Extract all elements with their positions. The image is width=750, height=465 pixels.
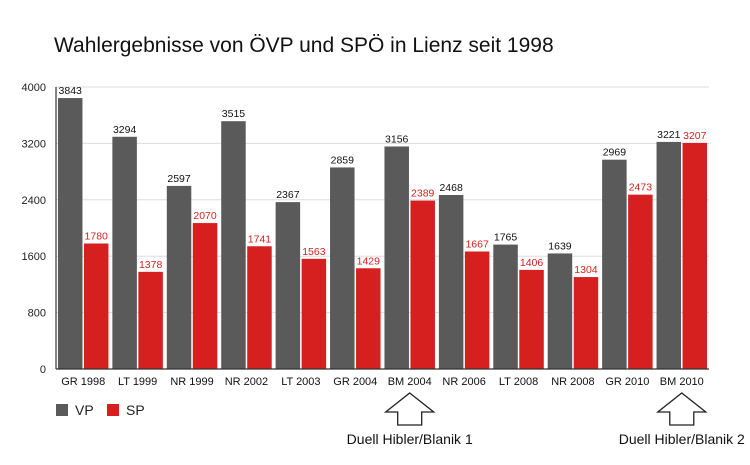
y-tick-label: 2400 [22,195,46,207]
annotation-label: Duell Hibler/Blanik 2 [619,431,745,447]
bar-vp [493,244,518,369]
value-label-sp: 1667 [465,238,489,250]
bar-group: 3843 1780 [57,85,109,370]
bar-group: 2367 1563 [275,189,327,369]
bar-sp [682,142,708,369]
annotation-arrow-icon [383,392,436,426]
bar-sp [138,271,163,369]
bar-sp [247,246,272,369]
annotation-arrow-icon [655,392,708,426]
bar-vp [656,141,682,369]
bar-sp [519,269,544,369]
value-label-vp: 3515 [222,108,246,120]
value-label-vp: 2367 [276,189,300,201]
value-label-sp: 1304 [574,264,598,276]
x-category-label: NR 2002 [225,376,268,388]
bar-sp [83,243,109,369]
bar-sp [301,258,327,369]
x-category-label: GR 2004 [333,376,377,388]
bar-group: 1765 1406 [493,232,544,369]
bar-group: 3156 2389 [384,134,435,369]
y-axis-ticks: 0 800 1600 2400 3200 4000 [22,82,46,376]
x-category-label: BM 2010 [660,376,704,388]
value-label-vp: 2597 [167,173,191,185]
value-label-vp: 2969 [603,147,627,159]
value-label-sp: 2473 [629,182,653,194]
value-label-sp: 2070 [193,210,217,222]
annotations: Duell Hibler/Blanik 1 Duell Hibler/Blanik… [347,392,745,447]
legend: VP SP [56,402,145,418]
value-label-sp: 1378 [139,259,163,271]
bar-sp [628,194,653,369]
legend-label-vp: VP [75,402,94,418]
x-category-label: BM 2004 [388,376,432,388]
x-category-label: LT 2008 [499,376,538,388]
x-category-label: LT 1999 [118,376,157,388]
bar-group: 3294 1378 [112,124,163,369]
x-category-label: GR 1998 [61,376,105,388]
y-tick-label: 800 [28,308,46,320]
bar-vp [166,185,192,369]
x-category-label: GR 2010 [605,376,649,388]
bar-vp [547,253,573,369]
value-label-vp: 3843 [59,85,83,97]
value-label-sp: 1406 [520,257,544,269]
bar-vp [438,195,464,369]
bar-vp [330,167,355,369]
bar-sp [192,223,218,369]
bar-vp [602,159,627,369]
y-tick-label: 4000 [22,82,46,94]
bar-sp [356,268,381,369]
value-label-vp: 2859 [331,154,355,166]
value-label-sp: 1429 [357,255,381,267]
legend-swatch-vp [56,404,68,416]
x-axis-categories: GR 1998 LT 1999 NR 1999 NR 2002 LT 2003 GR 20… [61,376,704,388]
annotation-label: Duell Hibler/Blanik 1 [347,431,473,447]
bar-group: 2597 2070 [166,173,218,369]
bar-group: 2969 2473 [602,147,653,369]
grid-lines [56,86,709,314]
value-label-sp: 1563 [302,246,326,258]
value-label-vp: 1765 [494,232,518,244]
x-category-label: LT 2003 [281,376,320,388]
value-label-vp: 2468 [439,182,463,194]
bar-sp [410,200,435,369]
value-label-sp: 2389 [411,188,435,200]
bar-group: 2468 1667 [438,182,490,369]
y-tick-label: 3200 [22,138,46,150]
bar-vp [384,146,409,369]
bar-group: 3221 3207 [656,129,708,369]
legend-swatch-sp [107,404,119,416]
legend-label-sp: SP [126,402,145,418]
value-label-sp: 1780 [85,231,109,243]
y-tick-label: 1600 [22,251,46,263]
value-label-vp: 3156 [385,134,409,146]
bar-groups: 3843 1780 3294 1378 2597 2070 3515 1741 2367 1563… [57,85,708,370]
bar-group: 2859 1429 [330,154,381,369]
x-category-label: NR 1999 [170,376,213,388]
axes [55,87,709,370]
bar-sp [464,251,490,369]
bar-vp [112,136,137,369]
value-label-sp: 1741 [248,233,272,245]
bar-vp [275,202,301,369]
value-label-vp: 3294 [113,124,137,136]
value-label-vp: 1639 [548,240,572,252]
bar-vp [57,98,83,370]
value-label-sp: 3207 [683,130,707,142]
x-category-label: NR 2006 [442,376,485,388]
x-category-label: NR 2008 [551,376,594,388]
chart-title: Wahlergebnisse von ÖVP und SPÖ in Lienz … [54,34,554,57]
value-label-vp: 3221 [657,129,681,141]
bar-group: 3515 1741 [221,108,272,369]
bar-vp [221,121,246,369]
bar-sp [573,277,599,369]
y-tick-label: 0 [40,364,46,376]
